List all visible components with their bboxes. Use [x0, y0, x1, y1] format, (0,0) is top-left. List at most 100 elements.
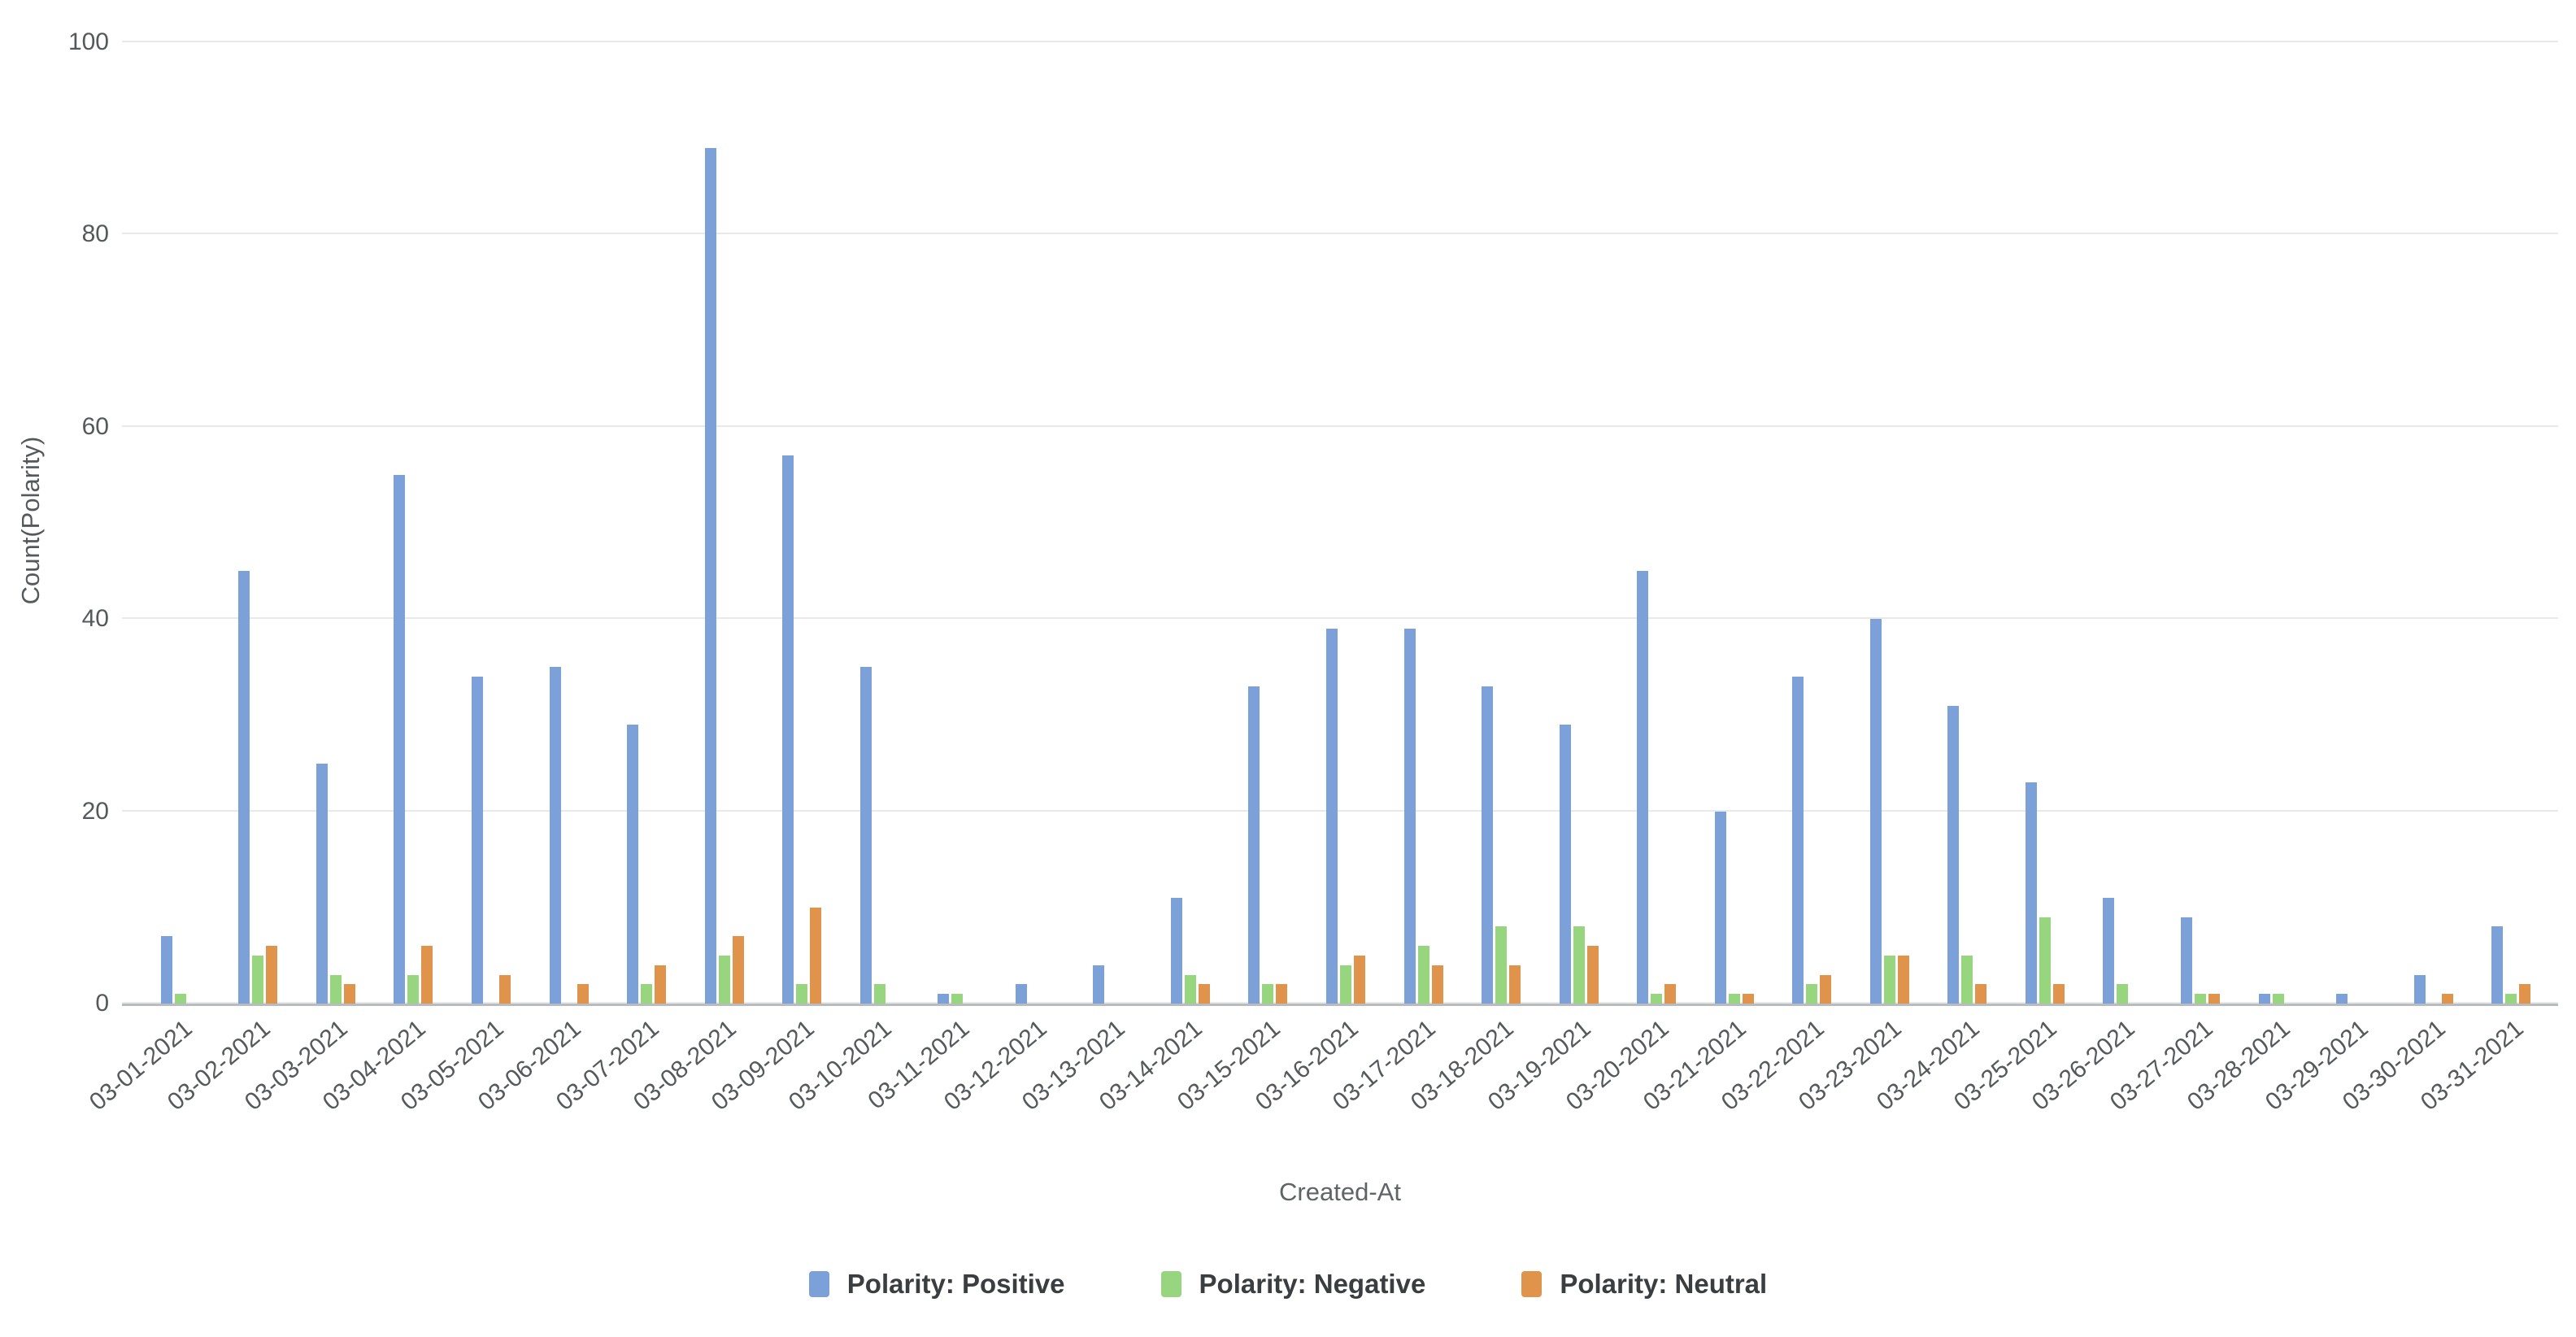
bar-group-03-14-2021: 03-14-2021 — [1094, 42, 1229, 1116]
bar-positive-03-04-2021 — [394, 474, 406, 1004]
bar-negative-03-20-2021 — [1651, 994, 1663, 1004]
bar-group-03-07-2021: 03-07-2021 — [550, 42, 685, 1116]
bar-negative-03-04-2021 — [407, 974, 420, 1004]
bar-negative-03-07-2021 — [641, 984, 653, 1004]
bar-group-03-12-2021: 03-12-2021 — [939, 42, 1074, 1116]
y-tick-label-80: 80 — [81, 220, 109, 248]
bar-negative-03-28-2021 — [2272, 994, 2284, 1004]
bar-group-03-05-2021: 03-05-2021 — [395, 42, 530, 1116]
bar-neutral-03-09-2021 — [810, 907, 822, 1004]
bar-positive-03-22-2021 — [1792, 677, 1804, 1004]
gridline-100 — [122, 41, 2558, 42]
bar-positive-03-23-2021 — [1869, 619, 1882, 1004]
bar-neutral-03-07-2021 — [655, 965, 667, 1004]
bar-positive-03-08-2021 — [704, 148, 716, 1004]
bar-positive-03-28-2021 — [2258, 994, 2270, 1004]
bar-positive-03-05-2021 — [471, 677, 483, 1004]
y-tick-label-20: 20 — [81, 797, 109, 825]
gridline-60 — [122, 425, 2558, 427]
bar-positive-03-07-2021 — [627, 725, 639, 1004]
bar-positive-03-20-2021 — [1637, 571, 1649, 1004]
bar-positive-03-30-2021 — [2413, 974, 2426, 1004]
bar-group-03-25-2021: 03-25-2021 — [1949, 42, 2084, 1116]
bar-negative-03-16-2021 — [1339, 965, 1351, 1004]
bar-negative-03-01-2021 — [174, 994, 186, 1004]
bar-group-03-28-2021: 03-28-2021 — [2182, 42, 2317, 1116]
bar-group-03-26-2021: 03-26-2021 — [2027, 42, 2162, 1116]
bar-group-03-22-2021: 03-22-2021 — [1717, 42, 1851, 1116]
bar-group-03-09-2021: 03-09-2021 — [707, 42, 841, 1116]
y-axis-title: Count(Polarity) — [16, 436, 45, 605]
bar-positive-03-11-2021 — [938, 994, 950, 1004]
bar-positive-03-19-2021 — [1559, 725, 1571, 1004]
bar-group-03-17-2021: 03-17-2021 — [1328, 42, 1463, 1116]
bar-neutral-03-17-2021 — [1431, 965, 1443, 1004]
bar-neutral-03-25-2021 — [2052, 984, 2065, 1004]
bar-group-03-21-2021: 03-21-2021 — [1638, 42, 1773, 1116]
bar-positive-03-18-2021 — [1482, 686, 1494, 1004]
bar-negative-03-22-2021 — [1806, 984, 1818, 1004]
bar-positive-03-06-2021 — [549, 667, 561, 1004]
bar-neutral-03-14-2021 — [1198, 984, 1210, 1004]
x-axis-title: Created-At — [1279, 1178, 1401, 1206]
bar-positive-03-26-2021 — [2103, 897, 2115, 1004]
bar-group-03-18-2021: 03-18-2021 — [1406, 42, 1540, 1116]
bar-neutral-03-02-2021 — [266, 946, 278, 1004]
bar-neutral-03-30-2021 — [2441, 994, 2453, 1004]
bar-neutral-03-22-2021 — [1820, 974, 1832, 1004]
bar-neutral-03-05-2021 — [498, 974, 511, 1004]
bar-negative-03-14-2021 — [1184, 974, 1196, 1004]
bar-negative-03-03-2021 — [329, 974, 342, 1004]
bar-neutral-03-15-2021 — [1276, 984, 1288, 1004]
bar-negative-03-24-2021 — [1961, 955, 1973, 1004]
bar-group-03-31-2021: 03-31-2021 — [2416, 42, 2550, 1116]
bar-negative-03-25-2021 — [2039, 917, 2051, 1004]
legend-item-positive: Polarity: Positive — [808, 1269, 1065, 1300]
bar-group-03-13-2021: 03-13-2021 — [1017, 42, 1152, 1116]
bar-positive-03-15-2021 — [1248, 686, 1260, 1004]
bar-positive-03-24-2021 — [1947, 705, 1960, 1004]
legend-swatch-neutral — [1521, 1271, 1543, 1297]
bar-neutral-03-06-2021 — [577, 984, 589, 1004]
bar-group-03-08-2021: 03-08-2021 — [629, 42, 764, 1116]
bar-positive-03-01-2021 — [160, 936, 172, 1004]
bar-positive-03-25-2021 — [2025, 782, 2037, 1004]
bar-neutral-03-16-2021 — [1353, 955, 1365, 1004]
bar-neutral-03-08-2021 — [732, 936, 744, 1004]
bar-positive-03-16-2021 — [1325, 629, 1338, 1004]
bar-positive-03-12-2021 — [1015, 984, 1027, 1004]
bar-positive-03-10-2021 — [859, 667, 872, 1004]
bar-group-03-19-2021: 03-19-2021 — [1483, 42, 1618, 1116]
bar-positive-03-29-2021 — [2336, 994, 2348, 1004]
bar-groups: 03-01-2021 03-02-2021 03-03-2021 03-04-2021… — [85, 42, 2550, 1116]
bar-neutral-03-03-2021 — [343, 984, 355, 1004]
bar-group-03-04-2021: 03-04-2021 — [318, 42, 453, 1116]
legend-label-neutral: Polarity: Neutral — [1560, 1269, 1768, 1299]
bar-negative-03-21-2021 — [1728, 994, 1740, 1004]
bar-negative-03-18-2021 — [1495, 926, 1508, 1004]
bar-group-03-11-2021: 03-11-2021 — [863, 42, 996, 1114]
bar-neutral-03-04-2021 — [421, 946, 433, 1004]
bar-positive-03-13-2021 — [1093, 965, 1105, 1004]
bar-negative-03-10-2021 — [873, 984, 886, 1004]
gridline-20 — [122, 809, 2558, 812]
bar-negative-03-31-2021 — [2505, 994, 2517, 1004]
bar-negative-03-17-2021 — [1417, 946, 1429, 1004]
bar-neutral-03-21-2021 — [1742, 994, 1754, 1004]
bar-negative-03-23-2021 — [1883, 955, 1895, 1004]
legend-item-negative: Polarity: Negative — [1160, 1269, 1426, 1300]
bar-negative-03-09-2021 — [796, 984, 808, 1004]
y-tick-label-0: 0 — [95, 990, 109, 1017]
bar-neutral-03-23-2021 — [1897, 955, 1909, 1004]
bar-neutral-03-20-2021 — [1664, 984, 1677, 1004]
bar-negative-03-08-2021 — [718, 955, 730, 1004]
bar-group-03-16-2021: 03-16-2021 — [1250, 42, 1385, 1116]
legend-label-positive: Polarity: Positive — [846, 1269, 1065, 1299]
legend: Polarity: Positive Polarity: Negative Pola… — [0, 1269, 2576, 1300]
bar-positive-03-27-2021 — [2180, 917, 2192, 1004]
bar-neutral-03-31-2021 — [2519, 984, 2531, 1004]
bar-neutral-03-27-2021 — [2208, 994, 2220, 1004]
bar-negative-03-02-2021 — [252, 955, 264, 1004]
legend-item-neutral: Polarity: Neutral — [1521, 1269, 1767, 1300]
legend-label-negative: Polarity: Negative — [1199, 1269, 1426, 1299]
